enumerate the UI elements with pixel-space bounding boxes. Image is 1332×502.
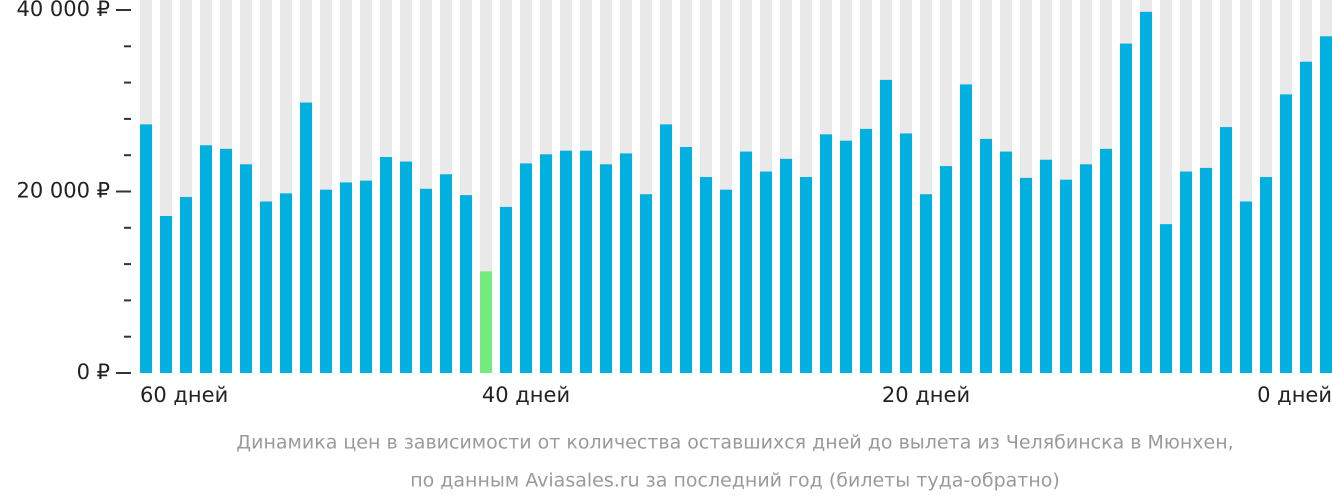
- bar: [700, 176, 712, 373]
- bar: [840, 140, 852, 373]
- bar: [800, 176, 812, 373]
- bar: [400, 161, 412, 373]
- caption: по данным Aviasales.ru за последний год …: [410, 470, 1060, 492]
- bar: [420, 188, 432, 373]
- x-tick-label: 40 дней: [482, 383, 570, 407]
- bar: [140, 124, 152, 373]
- bar: [760, 171, 772, 373]
- x-tick-label: 20 дней: [882, 383, 970, 407]
- bar: [900, 133, 912, 373]
- bar: [280, 193, 292, 373]
- bar: [200, 145, 212, 373]
- bar: [780, 158, 792, 373]
- bar: [1140, 11, 1152, 373]
- bar: [1080, 164, 1092, 373]
- bar: [520, 163, 532, 373]
- bar: [540, 154, 552, 373]
- bar: [820, 134, 832, 373]
- bar: [660, 124, 672, 373]
- y-tick-label: 0 ₽: [77, 360, 110, 384]
- bar: [1260, 176, 1272, 373]
- bar: [1040, 159, 1052, 373]
- bar: [960, 84, 972, 373]
- bar: [1060, 179, 1072, 373]
- bar: [680, 147, 692, 373]
- bar: [940, 166, 952, 373]
- bar: [1000, 151, 1012, 373]
- bar: [240, 164, 252, 373]
- bar: [1100, 148, 1112, 373]
- x-tick-label: 60 дней: [140, 383, 228, 407]
- bar: [620, 153, 632, 373]
- bar: [880, 79, 892, 373]
- bar: [980, 138, 992, 373]
- bar: [500, 206, 512, 373]
- bar: [1020, 177, 1032, 373]
- bar: [640, 194, 652, 373]
- bar: [340, 182, 352, 373]
- bar: [480, 271, 492, 373]
- bar: [160, 216, 172, 373]
- bar: [1120, 43, 1132, 373]
- bar: [440, 174, 452, 373]
- bar: [720, 189, 732, 373]
- bar: [180, 196, 192, 373]
- bar: [1200, 167, 1212, 373]
- bar: [1220, 127, 1232, 373]
- bar: [600, 164, 612, 373]
- bar: [360, 180, 372, 373]
- bar: [560, 150, 572, 373]
- bar: [740, 151, 752, 373]
- bar: [380, 157, 392, 373]
- bar: [580, 150, 592, 373]
- x-tick-label: 0 дней: [1257, 383, 1332, 407]
- bar: [1280, 94, 1292, 374]
- bar: [1240, 201, 1252, 373]
- bar: [1300, 61, 1312, 373]
- bar: [1160, 224, 1172, 373]
- bar: [1320, 36, 1332, 373]
- y-tick-label: 20 000 ₽: [16, 179, 110, 203]
- bar: [920, 194, 932, 373]
- bar: [300, 102, 312, 373]
- bar: [320, 189, 332, 373]
- bar: [1180, 171, 1192, 373]
- bar: [460, 195, 472, 373]
- bar: [260, 201, 272, 373]
- y-tick-label: 40 000 ₽: [16, 0, 110, 21]
- bar: [860, 128, 872, 373]
- bar: [220, 148, 232, 373]
- caption: Динамика цен в зависимости от количества…: [236, 432, 1233, 454]
